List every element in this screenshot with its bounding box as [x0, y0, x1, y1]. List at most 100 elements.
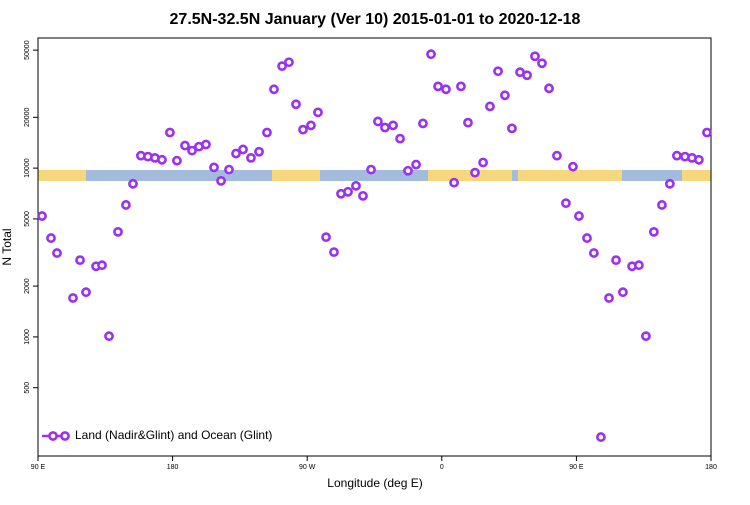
data-point — [537, 58, 547, 69]
data-point — [187, 145, 197, 156]
chart-title: 27.5N-32.5N January (Ver 10) 2015-01-01 … — [170, 11, 581, 28]
data-point — [284, 57, 294, 68]
map-band — [38, 170, 711, 181]
land-band — [428, 170, 512, 181]
data-point — [664, 178, 675, 189]
data-point — [604, 293, 614, 303]
data-point — [165, 127, 175, 138]
data-point — [358, 190, 368, 201]
y-tick-label: 1000 — [24, 329, 31, 345]
legend-label: Land (Nadir&Glint) and Ocean (Glint) — [75, 428, 272, 442]
data-point — [426, 49, 436, 60]
data-point — [470, 167, 480, 178]
data-point — [172, 155, 182, 166]
x-tick-label: 180 — [167, 464, 179, 471]
data-point — [552, 150, 562, 161]
y-tick-label: 50000 — [24, 40, 31, 60]
data-point — [568, 161, 578, 172]
data-point — [418, 118, 428, 129]
data-point — [231, 148, 241, 159]
x-tick-label: 0 — [440, 464, 444, 471]
x-axis-label: Longitude (deg E) — [327, 476, 422, 490]
land-band — [38, 170, 86, 181]
ocean-band — [38, 170, 711, 181]
data-point — [201, 139, 211, 150]
data-point — [306, 120, 316, 131]
y-axis-label: N Total — [0, 228, 14, 265]
data-point — [588, 248, 599, 258]
legend-marker — [60, 431, 70, 441]
y-tick-label: 10000 — [24, 158, 31, 178]
data-point — [329, 247, 339, 258]
x-tick-label: 90 W — [299, 464, 316, 471]
data-point — [693, 154, 704, 165]
data-point — [262, 127, 272, 138]
data-point — [500, 90, 510, 101]
x-tick-label: 90 E — [569, 464, 584, 471]
data-point — [180, 140, 190, 151]
y-tick-label: 2000 — [24, 278, 31, 294]
data-point — [104, 331, 114, 342]
data-point — [657, 200, 667, 210]
data-point — [463, 117, 473, 128]
data-point — [313, 107, 323, 118]
data-point — [403, 165, 413, 176]
data-point — [298, 124, 308, 135]
data-point — [291, 99, 301, 110]
data-point — [216, 175, 226, 186]
data-point — [478, 157, 488, 168]
y-tick-label: 5000 — [24, 211, 31, 227]
data-point — [366, 164, 376, 175]
data-point — [68, 293, 78, 303]
data-point — [395, 133, 405, 144]
data-point — [75, 255, 85, 266]
data-point — [411, 159, 421, 170]
data-point — [530, 51, 540, 62]
data-point — [246, 152, 256, 163]
data-point — [641, 331, 651, 342]
data-point — [611, 255, 621, 266]
data-point — [343, 186, 353, 197]
legend-marker — [48, 431, 58, 441]
data-point — [433, 81, 443, 92]
data-point — [702, 127, 712, 138]
land-band — [272, 170, 320, 181]
data-point — [456, 81, 466, 92]
data-point — [238, 144, 248, 155]
data-point — [507, 123, 517, 134]
data-point — [493, 66, 503, 77]
data-point — [648, 226, 659, 237]
data-point — [449, 177, 459, 188]
series — [37, 49, 712, 442]
data-point — [321, 232, 331, 243]
data-point — [596, 432, 606, 442]
data-point — [373, 116, 383, 127]
land-band — [518, 170, 622, 181]
data-point — [97, 260, 107, 271]
data-point — [277, 61, 287, 72]
data-point — [209, 162, 219, 173]
x-tick-label: 90 E — [31, 464, 46, 471]
data-point — [46, 233, 56, 243]
data-point — [634, 260, 644, 271]
data-point — [672, 150, 682, 161]
data-point — [121, 200, 131, 210]
data-point — [582, 233, 592, 243]
data-point — [269, 84, 279, 95]
data-point — [441, 84, 451, 95]
data-point — [544, 83, 554, 94]
y-tick-label: 500 — [24, 382, 31, 394]
data-point — [618, 287, 628, 298]
data-point — [380, 122, 390, 133]
data-point — [485, 101, 495, 112]
data-point — [574, 211, 584, 221]
data-point — [157, 154, 167, 165]
data-point — [254, 146, 264, 157]
data-point — [113, 226, 123, 237]
data-point — [388, 120, 398, 131]
y-tick-label: 20000 — [24, 107, 31, 127]
plot-frame — [37, 37, 712, 457]
data-point — [37, 211, 47, 221]
data-point — [351, 180, 361, 191]
